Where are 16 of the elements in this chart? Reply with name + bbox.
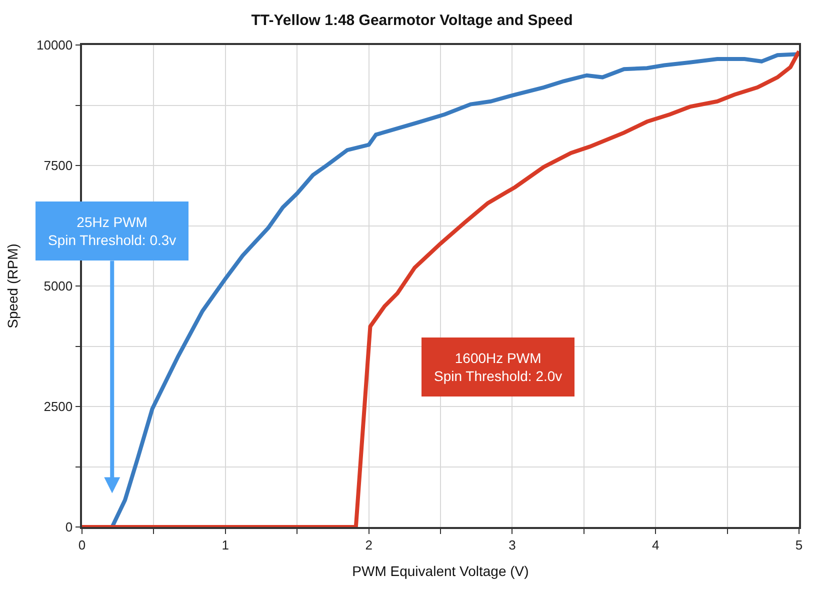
y-tick-label: 10000 [36, 38, 73, 53]
y-tick-label: 5000 [44, 278, 73, 294]
annotation: 1600Hz PWM Spin Threshold: 2.0v [434, 350, 562, 384]
annotation: 25Hz PWM Spin Threshold: 0.3v [48, 214, 176, 248]
x-tick-label: 2 [365, 537, 372, 552]
x-tick-label: 1 [222, 537, 230, 552]
y-axis-title: Speed (RPM) [4, 244, 21, 328]
y-tick-label: 2500 [44, 399, 73, 414]
y-tick-label: 0 [65, 520, 73, 535]
chart-title: TT-Yellow 1:48 Gearmotor Voltage and Speed [251, 12, 573, 30]
x-tick-label: 3 [508, 537, 516, 552]
x-tick-label: 4 [652, 537, 660, 552]
x-tick-label: 5 [795, 537, 803, 552]
x-axis-title: PWM Equivalent Voltage (V) [352, 563, 529, 580]
x-tick-label: 0 [78, 537, 86, 552]
y-tick-label: 7500 [44, 158, 73, 174]
